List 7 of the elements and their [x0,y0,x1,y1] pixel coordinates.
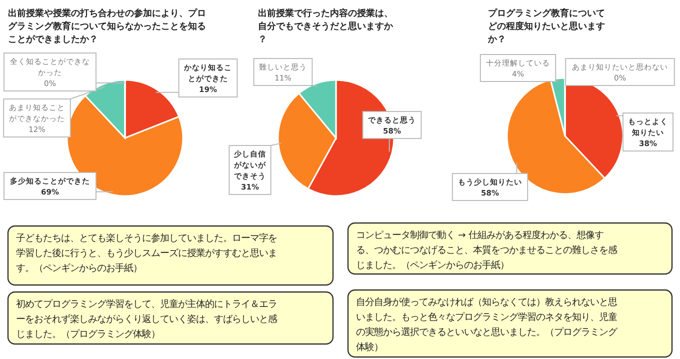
text: 初めてプログラミング学習をして、児童が主体的にトライ＆エラーをおそれず楽しみながらくり返していく姿は、すばらしいと感じました。（プログラミング体験） [16,299,277,340]
chart-title: 出前授業で行った内容の授業は、自分でもできそうだと思いますか？ [258,8,394,45]
text: 自分自身が使ってみなければ（知らなくては）教えられないと思いました。もっと色々なプログラミング学習のネタを知り、児童の実態から選択できるといいなと思いました。（プログラミング体験） [356,297,618,353]
text: 子どもたちは、とても楽しそうに参加していました。ローマ字を学習した後に行うと、もう少しスムーズに授業がすすむと思います。（ペンギンからのお手紙） [16,233,277,274]
text: コンピュータ制御で動く → 仕組みがある程度わかる、想像する、つかむにつなげること、本質をつかませることの難しさを感じました。（ペンギンからのお手紙） [356,230,617,271]
chart-title: 出前授業や授業の打ち合わせの参加により、プログラミング教育について知らなかったことを知ることができましたか？ [8,8,206,45]
chart-title: プログラミング教育についてどの程度知りたいと思いますか？ [487,7,605,45]
